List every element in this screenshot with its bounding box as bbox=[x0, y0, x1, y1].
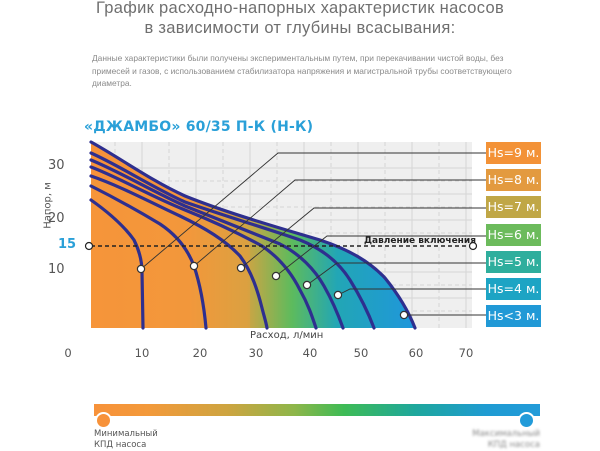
x-tick-0: 0 bbox=[64, 346, 72, 360]
efficiency-min-marker bbox=[95, 412, 112, 429]
curve-hs-8 bbox=[89, 184, 208, 330]
page-title: График расходно-напорных характеристик н… bbox=[0, 0, 600, 38]
title-line-1: График расходно-напорных характеристик н… bbox=[95, 0, 505, 17]
legend-hs-7: Hs=7 м. bbox=[486, 196, 541, 218]
activation-pressure-label: Давление включения bbox=[364, 236, 476, 246]
curve-hs-3 bbox=[89, 140, 417, 330]
activation-right-marker bbox=[468, 241, 478, 251]
x-tick-50: 50 bbox=[353, 346, 369, 360]
pump-curves bbox=[89, 140, 417, 330]
x-tick-10: 10 bbox=[134, 346, 150, 360]
legend-hs-9: Hs=9 м. bbox=[486, 142, 541, 164]
y-axis-label: Напор, м bbox=[42, 182, 54, 229]
efficiency-max-marker bbox=[518, 412, 535, 429]
x-tick-40: 40 bbox=[302, 346, 318, 360]
y-tick-30: 30 bbox=[48, 158, 65, 173]
performance-fill bbox=[91, 142, 415, 328]
legend-hs-4: Hs=4 м. bbox=[486, 278, 541, 300]
description-text: Данные характеристики были получены эксп… bbox=[92, 53, 512, 88]
activation-left-marker bbox=[84, 241, 94, 251]
x-tick-70: 70 bbox=[458, 346, 474, 360]
legend-hs-8: Hs=8 м. bbox=[486, 169, 541, 191]
y-tick-15: 15 bbox=[58, 237, 77, 252]
chart-title: «ДЖАМБО» 60/35 П-К (Н-К) bbox=[84, 119, 314, 135]
x-tick-60: 60 bbox=[408, 346, 424, 360]
y-tick-10: 10 bbox=[48, 262, 65, 277]
efficiency-gradient-bar bbox=[94, 404, 540, 416]
legend-hs-3: Hs<3 м. bbox=[486, 305, 541, 327]
x-tick-30: 30 bbox=[248, 346, 264, 360]
title-line-2: в зависимости от глубины всасывания: bbox=[144, 19, 456, 37]
legend-hs-5: Hs=5 м. bbox=[486, 251, 541, 273]
curve-markers bbox=[136, 261, 409, 320]
curve-hs-7 bbox=[89, 174, 269, 330]
x-tick-20: 20 bbox=[192, 346, 208, 360]
efficiency-max-label: Максимальный КПД насоса bbox=[472, 429, 540, 450]
y-tick-20: 20 bbox=[48, 211, 65, 226]
x-axis-label: Расход, л/мин bbox=[250, 330, 324, 341]
curve-hs-6 bbox=[89, 165, 318, 330]
curve-hs-5 bbox=[89, 158, 345, 330]
efficiency-min-label: Минимальный КПД насоса bbox=[94, 429, 158, 450]
legend-hs-6: Hs=6 м. bbox=[486, 224, 541, 246]
leader-lines bbox=[140, 152, 486, 316]
